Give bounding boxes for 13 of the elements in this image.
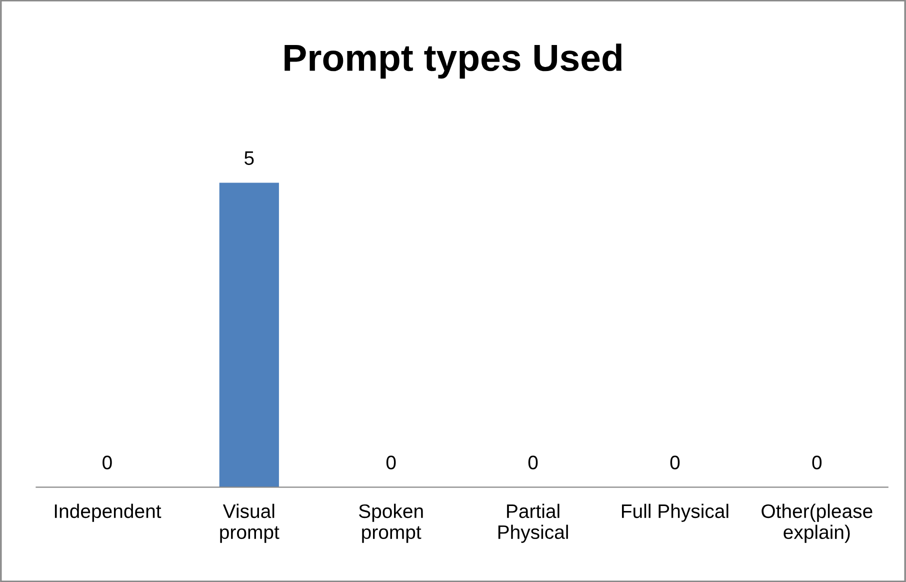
data-label: 0: [528, 456, 538, 470]
data-label: 0: [670, 456, 680, 470]
data-label: 5: [244, 151, 254, 165]
data-label: 0: [102, 456, 112, 470]
x-tick-label: Spoken prompt: [359, 504, 423, 543]
x-tick-label: Visual prompt: [220, 504, 280, 543]
chart-title: Prompt types Used: [284, 44, 622, 79]
x-tick-label: Full Physical: [622, 504, 728, 522]
data-label: 0: [812, 456, 822, 470]
x-tick-label: Partial Physical: [498, 504, 568, 543]
data-label: 0: [386, 456, 396, 470]
x-tick-label: Other(please explain): [762, 504, 872, 543]
x-tick-label: Independent: [54, 504, 162, 522]
